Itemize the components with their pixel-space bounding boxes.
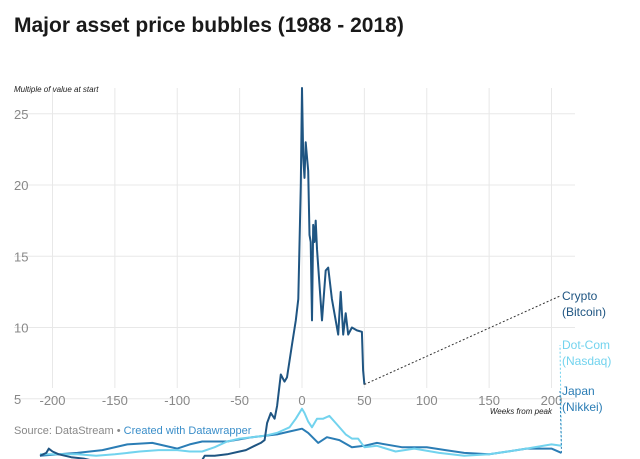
x-tick-label: 200 xyxy=(541,393,563,408)
separator: • xyxy=(113,425,124,437)
x-tick-label: 100 xyxy=(416,393,438,408)
x-tick-label: -150 xyxy=(102,393,128,408)
y-tick-label: 10 xyxy=(14,321,28,336)
y-axis-label: Multiple of value at start xyxy=(14,85,99,94)
series-label: Dot-Com xyxy=(562,338,610,352)
label-leader-line xyxy=(364,295,561,385)
series-line-dot-com xyxy=(40,407,562,457)
y-tick-label: 25 xyxy=(14,107,28,122)
x-tick-label: 150 xyxy=(478,393,500,408)
label-leader-line xyxy=(559,344,562,446)
source-note: Source: DataStream xyxy=(14,425,114,437)
series-label: (Nikkei) xyxy=(562,400,603,414)
x-tick-label: -200 xyxy=(39,393,65,408)
x-tick-label: -50 xyxy=(230,393,249,408)
series-label: (Nasdaq) xyxy=(562,354,611,368)
y-tick-label: 5 xyxy=(14,392,21,407)
datawrapper-link[interactable]: Created with Datawrapper xyxy=(123,425,252,437)
series-label: (Bitcoin) xyxy=(562,305,606,319)
series-label: Japan xyxy=(562,384,595,398)
y-tick-label: 15 xyxy=(14,249,28,264)
grid xyxy=(14,88,575,400)
x-tick-label: 0 xyxy=(298,393,305,408)
series-line-japan xyxy=(39,427,562,457)
footer: Source: DataStream • Created with Datawr… xyxy=(14,425,251,437)
x-axis-label: Weeks from peak xyxy=(490,407,553,416)
x-tick-label: -100 xyxy=(164,393,190,408)
x-tick-label: 50 xyxy=(357,393,371,408)
series-line-crypto xyxy=(39,87,366,459)
series-label: Crypto xyxy=(562,289,598,303)
chart-title: Major asset price bubbles (1988 - 2018) xyxy=(14,14,404,37)
y-tick-label: 20 xyxy=(14,178,28,193)
